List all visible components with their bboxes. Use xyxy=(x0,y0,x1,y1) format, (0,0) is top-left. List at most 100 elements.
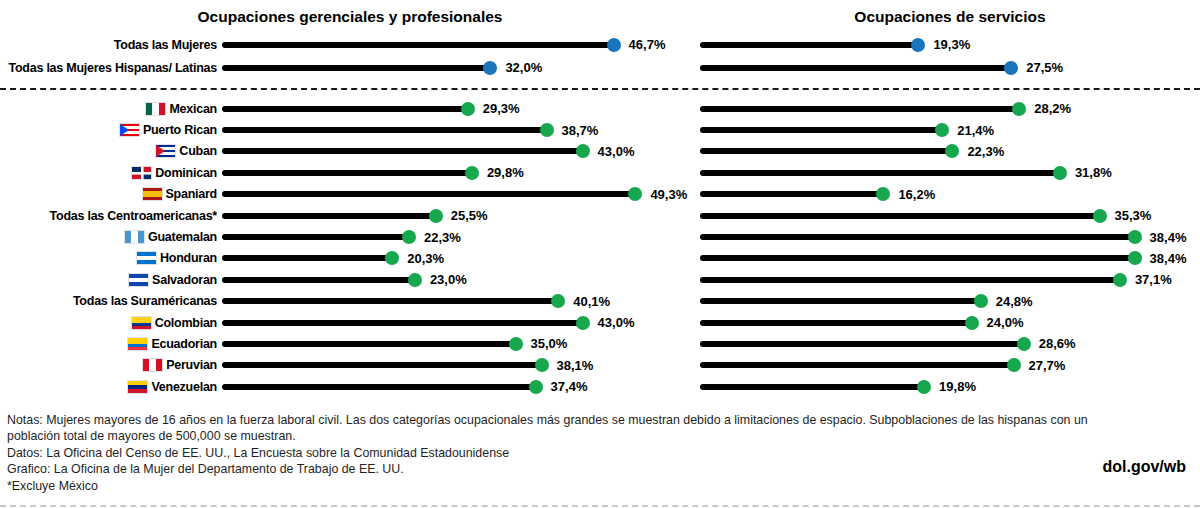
managerial-panel-cell: 23,0% xyxy=(222,272,700,287)
value-dot xyxy=(1093,209,1107,223)
row-label: Mexican xyxy=(0,102,222,116)
value-bar xyxy=(700,191,883,197)
value-label: 22,3% xyxy=(424,230,461,245)
value-label: 32,0% xyxy=(505,60,542,75)
flag-puerto-rico-icon xyxy=(120,124,139,136)
footnote-datos: Datos: La Oficina del Censo de EE. UU., … xyxy=(7,445,1102,461)
row-label-text: Guatemalan xyxy=(148,230,217,244)
subgroup-rows: Mexican29,3%28,2%Puerto Rican38,7%21,4%C… xyxy=(0,98,1200,397)
services-panel-cell: 28,6% xyxy=(700,336,1200,351)
services-panel-cell: 27,5% xyxy=(700,60,1200,75)
row-label-text: Ecuadorian xyxy=(151,337,217,351)
managerial-panel-cell: 38,7% xyxy=(222,123,700,138)
services-panel-cell: 16,2% xyxy=(700,187,1200,202)
flag-mexico-icon xyxy=(146,103,165,115)
value-label: 38,1% xyxy=(557,358,594,373)
services-panel-cell: 22,3% xyxy=(700,144,1200,159)
value-bar xyxy=(700,362,1014,368)
value-dot xyxy=(385,251,399,265)
row-label: Todas las Centroamericanas* xyxy=(0,209,222,223)
row-label-text: Venezuelan xyxy=(151,380,217,394)
services-panel-cell: 21,4% xyxy=(700,123,1200,138)
footnote-grafico: Grafico: La Oficina de la Mujer del Depa… xyxy=(7,461,1102,477)
value-dot xyxy=(408,273,422,287)
value-dot xyxy=(628,187,642,201)
row-label-text: Mexican xyxy=(169,102,217,116)
value-label: 29,8% xyxy=(487,165,524,180)
chart-row: Mexican 29,3% 28,2% xyxy=(0,98,1200,119)
value-bar xyxy=(700,65,1011,71)
managerial-panel-cell: 29,3% xyxy=(222,101,700,116)
row-label-text: Colombian xyxy=(155,316,217,330)
managerial-panel-cell: 25,5% xyxy=(222,208,700,223)
value-dot xyxy=(576,316,590,330)
value-dot xyxy=(402,230,416,244)
value-bar xyxy=(700,277,1120,283)
value-bar xyxy=(700,213,1100,219)
value-label: 35,3% xyxy=(1115,208,1152,223)
chart-row: Honduran20,3%38,4% xyxy=(0,248,1200,269)
value-dot xyxy=(576,144,590,158)
separator-dashed-line xyxy=(0,88,1200,90)
dol-gov-wb-brand: dol.gov/wb xyxy=(1102,458,1186,476)
services-panel-cell: 24,8% xyxy=(700,294,1200,309)
value-label: 28,2% xyxy=(1034,101,1071,116)
flag-el-salvador-icon xyxy=(129,274,148,286)
value-bar xyxy=(222,362,542,368)
value-dot xyxy=(607,38,621,52)
value-bar xyxy=(222,106,468,112)
chart-row: Cuban43,0%22,3% xyxy=(0,141,1200,162)
managerial-panel-cell: 29,8% xyxy=(222,165,700,180)
services-panel-cell: 24,0% xyxy=(700,315,1200,330)
managerial-panel-cell: 43,0% xyxy=(222,144,700,159)
value-label: 38,7% xyxy=(562,123,599,138)
flag-peru-icon xyxy=(143,359,162,371)
flag-spain-icon xyxy=(143,188,162,200)
row-label: Colombian xyxy=(0,316,222,330)
row-label-text: Salvadoran xyxy=(152,273,217,287)
row-label: Venezuelan xyxy=(0,380,222,394)
value-bar xyxy=(700,127,942,133)
value-dot xyxy=(965,316,979,330)
row-label: Guatemalan xyxy=(0,230,222,244)
value-label: 25,5% xyxy=(451,208,488,223)
row-label: Ecuadorian xyxy=(0,337,222,351)
value-dot xyxy=(876,187,890,201)
chart-row: Venezuelan37,4%19,8% xyxy=(0,376,1200,397)
value-bar xyxy=(700,384,924,390)
value-label: 37,1% xyxy=(1135,272,1172,287)
value-label: 19,3% xyxy=(933,37,970,52)
managerial-panel-cell: 20,3% xyxy=(222,251,700,266)
value-bar xyxy=(222,148,583,154)
value-label: 19,8% xyxy=(939,379,976,394)
managerial-panel-cell: 22,3% xyxy=(222,230,700,245)
value-dot xyxy=(1053,166,1067,180)
value-dot xyxy=(540,123,554,137)
value-dot xyxy=(974,294,988,308)
value-dot xyxy=(1004,61,1018,75)
services-panel-cell: 35,3% xyxy=(700,208,1200,223)
chart-canvas: Ocupaciones gerenciales y profesionales … xyxy=(0,0,1200,508)
row-label-text: Spaniard xyxy=(166,187,218,201)
value-bar xyxy=(222,42,614,48)
value-bar xyxy=(700,170,1060,176)
row-label-text: Todas las Mujeres Hispanas/ Latinas xyxy=(9,61,217,75)
chart-row: Todas las Mujeres46,7%19,3% xyxy=(0,33,1200,56)
value-bar xyxy=(700,106,1019,112)
flag-cuba-icon xyxy=(156,145,175,157)
services-panel-cell: 28,2% xyxy=(700,101,1200,116)
value-bar xyxy=(222,213,436,219)
value-label: 27,7% xyxy=(1029,358,1066,373)
managerial-panel-cell: 40,1% xyxy=(222,294,700,309)
services-panel-cell: 27,7% xyxy=(700,358,1200,373)
value-dot xyxy=(483,61,497,75)
value-label: 16,2% xyxy=(898,187,935,202)
managerial-panel-cell: 38,1% xyxy=(222,358,700,373)
value-label: 43,0% xyxy=(598,315,635,330)
chart-row: Colombian 43,0% 24,0% xyxy=(0,312,1200,333)
row-label: Todas las Suraméricanas xyxy=(0,294,222,308)
left-panel-title: Ocupaciones gerenciales y profesionales xyxy=(0,8,700,26)
value-label: 27,5% xyxy=(1026,60,1063,75)
chart-row: Todas las Centroamericanas* 25,5% 35,3% xyxy=(0,205,1200,226)
chart-row: Puerto Rican38,7%21,4% xyxy=(0,119,1200,140)
